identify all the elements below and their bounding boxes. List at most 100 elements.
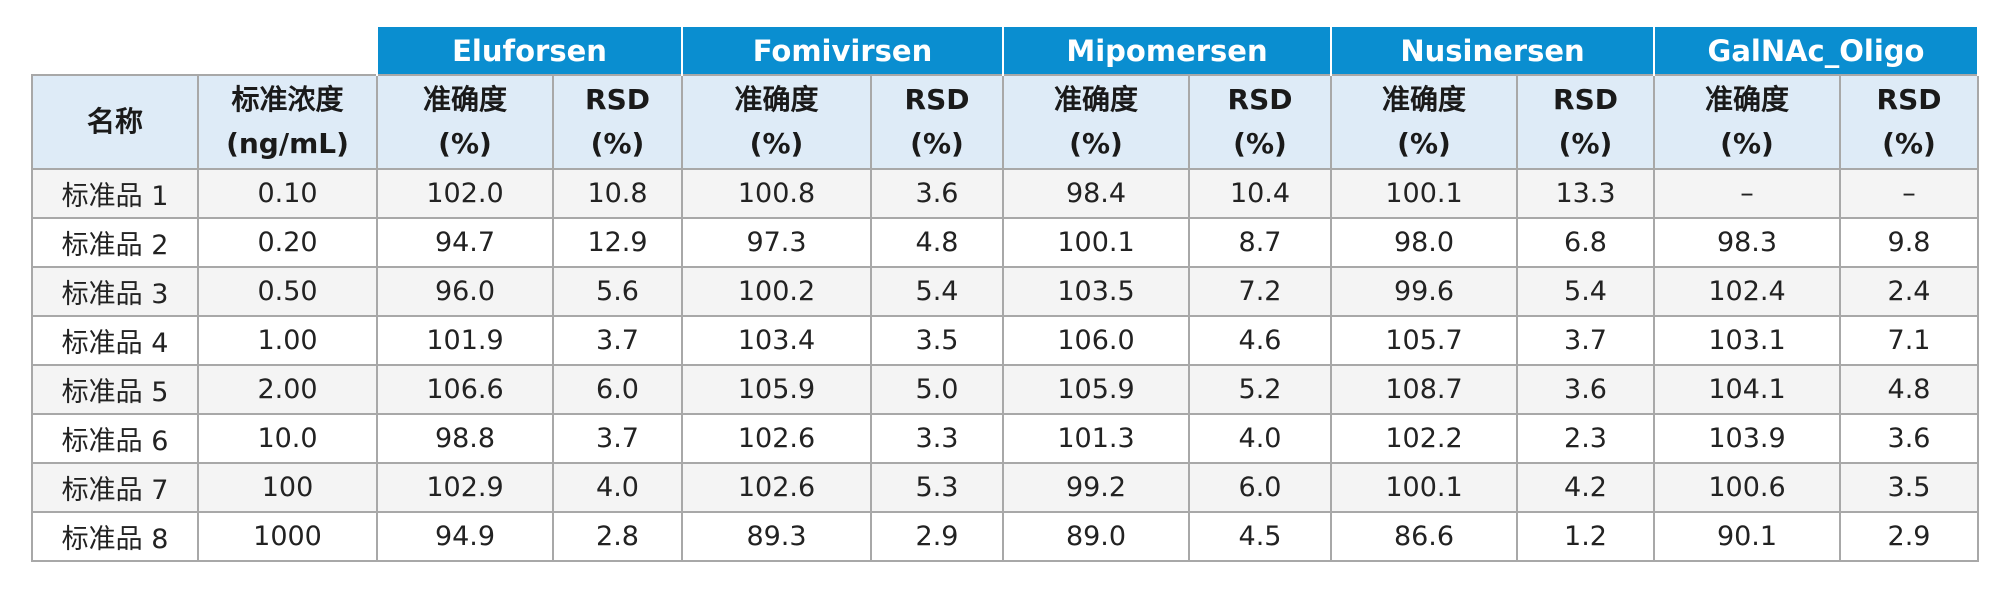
- accuracy-cell: 98.3: [1653, 217, 1841, 268]
- rsd-cell: 5.2: [1188, 364, 1332, 415]
- accuracy-cell: 104.1: [1653, 364, 1841, 415]
- table-row: 标准品 3 0.50 96.0 5.6 100.2 5.4 103.5 7.2 99.6 5.4 1…: [31, 266, 1979, 317]
- standard-name-cell: 标准品 7: [31, 462, 199, 513]
- rsd-column-header: RSD (%): [1839, 74, 1979, 170]
- rsd-column-header: RSD (%): [870, 74, 1004, 170]
- rsd-cell: 3.6: [870, 168, 1004, 219]
- concentration-column-header: 标准浓度 (ng/mL): [197, 74, 378, 170]
- accuracy-cell: 103.5: [1002, 266, 1190, 317]
- rsd-cell: –: [1839, 168, 1979, 219]
- accuracy-cell: 100.1: [1002, 217, 1190, 268]
- accuracy-cell: 106.6: [376, 364, 554, 415]
- concentration-cell: 1000: [197, 511, 378, 562]
- rsd-cell: 2.8: [552, 511, 683, 562]
- accuracy-cell: 102.0: [376, 168, 554, 219]
- accuracy-cell: 100.6: [1653, 462, 1841, 513]
- compound-header: Nusinersen: [1330, 25, 1655, 75]
- rsd-cell: 1.2: [1516, 511, 1655, 562]
- table-row: 标准品 1 0.10 102.0 10.8 100.8 3.6 98.4 10.4 100.1 1…: [31, 168, 1979, 219]
- accuracy-cell: 100.1: [1330, 462, 1518, 513]
- rsd-cell: 10.8: [552, 168, 683, 219]
- accuracy-cell: 105.9: [681, 364, 872, 415]
- standard-name-cell: 标准品 4: [31, 315, 199, 366]
- rsd-cell: 3.7: [552, 315, 683, 366]
- rsd-cell: 5.3: [870, 462, 1004, 513]
- rsd-cell: 4.5: [1188, 511, 1332, 562]
- header-spacer: [32, 26, 198, 75]
- rsd-cell: 5.6: [552, 266, 683, 317]
- standard-name-cell: 标准品 5: [31, 364, 199, 415]
- accuracy-cell: 99.6: [1330, 266, 1518, 317]
- standard-name-cell: 标准品 6: [31, 413, 199, 464]
- accuracy-cell: 102.6: [681, 413, 872, 464]
- rsd-cell: 6.8: [1516, 217, 1655, 268]
- rsd-cell: 4.8: [1839, 364, 1979, 415]
- rsd-cell: 6.0: [552, 364, 683, 415]
- accuracy-cell: 96.0: [376, 266, 554, 317]
- accuracy-cell: 94.7: [376, 217, 554, 268]
- accuracy-cell: 89.0: [1002, 511, 1190, 562]
- accuracy-cell: 100.2: [681, 266, 872, 317]
- compound-header: GalNAc_Oligo: [1653, 25, 1979, 75]
- accuracy-column-header: 准确度 (%): [1330, 74, 1518, 170]
- accuracy-cell: 97.3: [681, 217, 872, 268]
- accuracy-column-header: 准确度 (%): [1653, 74, 1841, 170]
- accuracy-cell: 100.1: [1330, 168, 1518, 219]
- concentration-cell: 100: [197, 462, 378, 513]
- accuracy-cell: 101.3: [1002, 413, 1190, 464]
- accuracy-cell: 98.8: [376, 413, 554, 464]
- rsd-cell: 3.3: [870, 413, 1004, 464]
- rsd-column-header: RSD (%): [1188, 74, 1332, 170]
- accuracy-cell: 99.2: [1002, 462, 1190, 513]
- rsd-column-header: RSD (%): [552, 74, 683, 170]
- table-row: 标准品 7 100 102.9 4.0 102.6 5.3 99.2 6.0 100.1 4.2 1…: [31, 462, 1979, 513]
- standard-name-cell: 标准品 1: [31, 168, 199, 219]
- rsd-cell: 10.4: [1188, 168, 1332, 219]
- rsd-cell: 4.6: [1188, 315, 1332, 366]
- table-row: 标准品 8 1000 94.9 2.8 89.3 2.9 89.0 4.5 86.6 1.2 90.…: [31, 511, 1979, 562]
- rsd-cell: 8.7: [1188, 217, 1332, 268]
- accuracy-cell: –: [1653, 168, 1841, 219]
- concentration-cell: 0.20: [197, 217, 378, 268]
- accuracy-cell: 100.8: [681, 168, 872, 219]
- compound-header-row: Eluforsen Fomivirsen Mipomersen Nusiners…: [32, 25, 1979, 75]
- rsd-cell: 5.0: [870, 364, 1004, 415]
- rsd-cell: 3.7: [1516, 315, 1655, 366]
- rsd-cell: 5.4: [1516, 266, 1655, 317]
- concentration-cell: 2.00: [197, 364, 378, 415]
- table-row: 标准品 5 2.00 106.6 6.0 105.9 5.0 105.9 5.2 108.7 3.…: [31, 364, 1979, 415]
- concentration-cell: 0.10: [197, 168, 378, 219]
- accuracy-cell: 101.9: [376, 315, 554, 366]
- table-row: 标准品 4 1.00 101.9 3.7 103.4 3.5 106.0 4.6 105.7 3.…: [31, 315, 1979, 366]
- accuracy-cell: 98.0: [1330, 217, 1518, 268]
- accuracy-cell: 108.7: [1330, 364, 1518, 415]
- compound-header: Eluforsen: [376, 25, 683, 75]
- accuracy-cell: 106.0: [1002, 315, 1190, 366]
- metric-header-row: 名称 标准浓度 (ng/mL) 准确度 (%) RSD (%) 准确度 (%) RSD(…: [31, 74, 1979, 170]
- accuracy-column-header: 准确度 (%): [376, 74, 554, 170]
- rsd-cell: 3.5: [870, 315, 1004, 366]
- accuracy-cell: 102.9: [376, 462, 554, 513]
- calibration-standards-table: Eluforsen Fomivirsen Mipomersen Nusiners…: [31, 25, 1979, 562]
- header-spacer: [198, 26, 377, 75]
- name-column-header: 名称: [31, 74, 199, 170]
- accuracy-cell: 103.9: [1653, 413, 1841, 464]
- rsd-cell: 5.4: [870, 266, 1004, 317]
- accuracy-cell: 102.4: [1653, 266, 1841, 317]
- rsd-cell: 2.4: [1839, 266, 1979, 317]
- accuracy-cell: 105.9: [1002, 364, 1190, 415]
- rsd-cell: 4.2: [1516, 462, 1655, 513]
- rsd-cell: 4.0: [552, 462, 683, 513]
- accuracy-cell: 102.2: [1330, 413, 1518, 464]
- rsd-cell: 2.3: [1516, 413, 1655, 464]
- standard-name-cell: 标准品 8: [31, 511, 199, 562]
- standard-name-cell: 标准品 2: [31, 217, 199, 268]
- rsd-cell: 2.9: [1839, 511, 1979, 562]
- accuracy-cell: 105.7: [1330, 315, 1518, 366]
- rsd-cell: 4.8: [870, 217, 1004, 268]
- accuracy-cell: 90.1: [1653, 511, 1841, 562]
- rsd-cell: 7.1: [1839, 315, 1979, 366]
- accuracy-cell: 86.6: [1330, 511, 1518, 562]
- rsd-cell: 9.8: [1839, 217, 1979, 268]
- concentration-cell: 10.0: [197, 413, 378, 464]
